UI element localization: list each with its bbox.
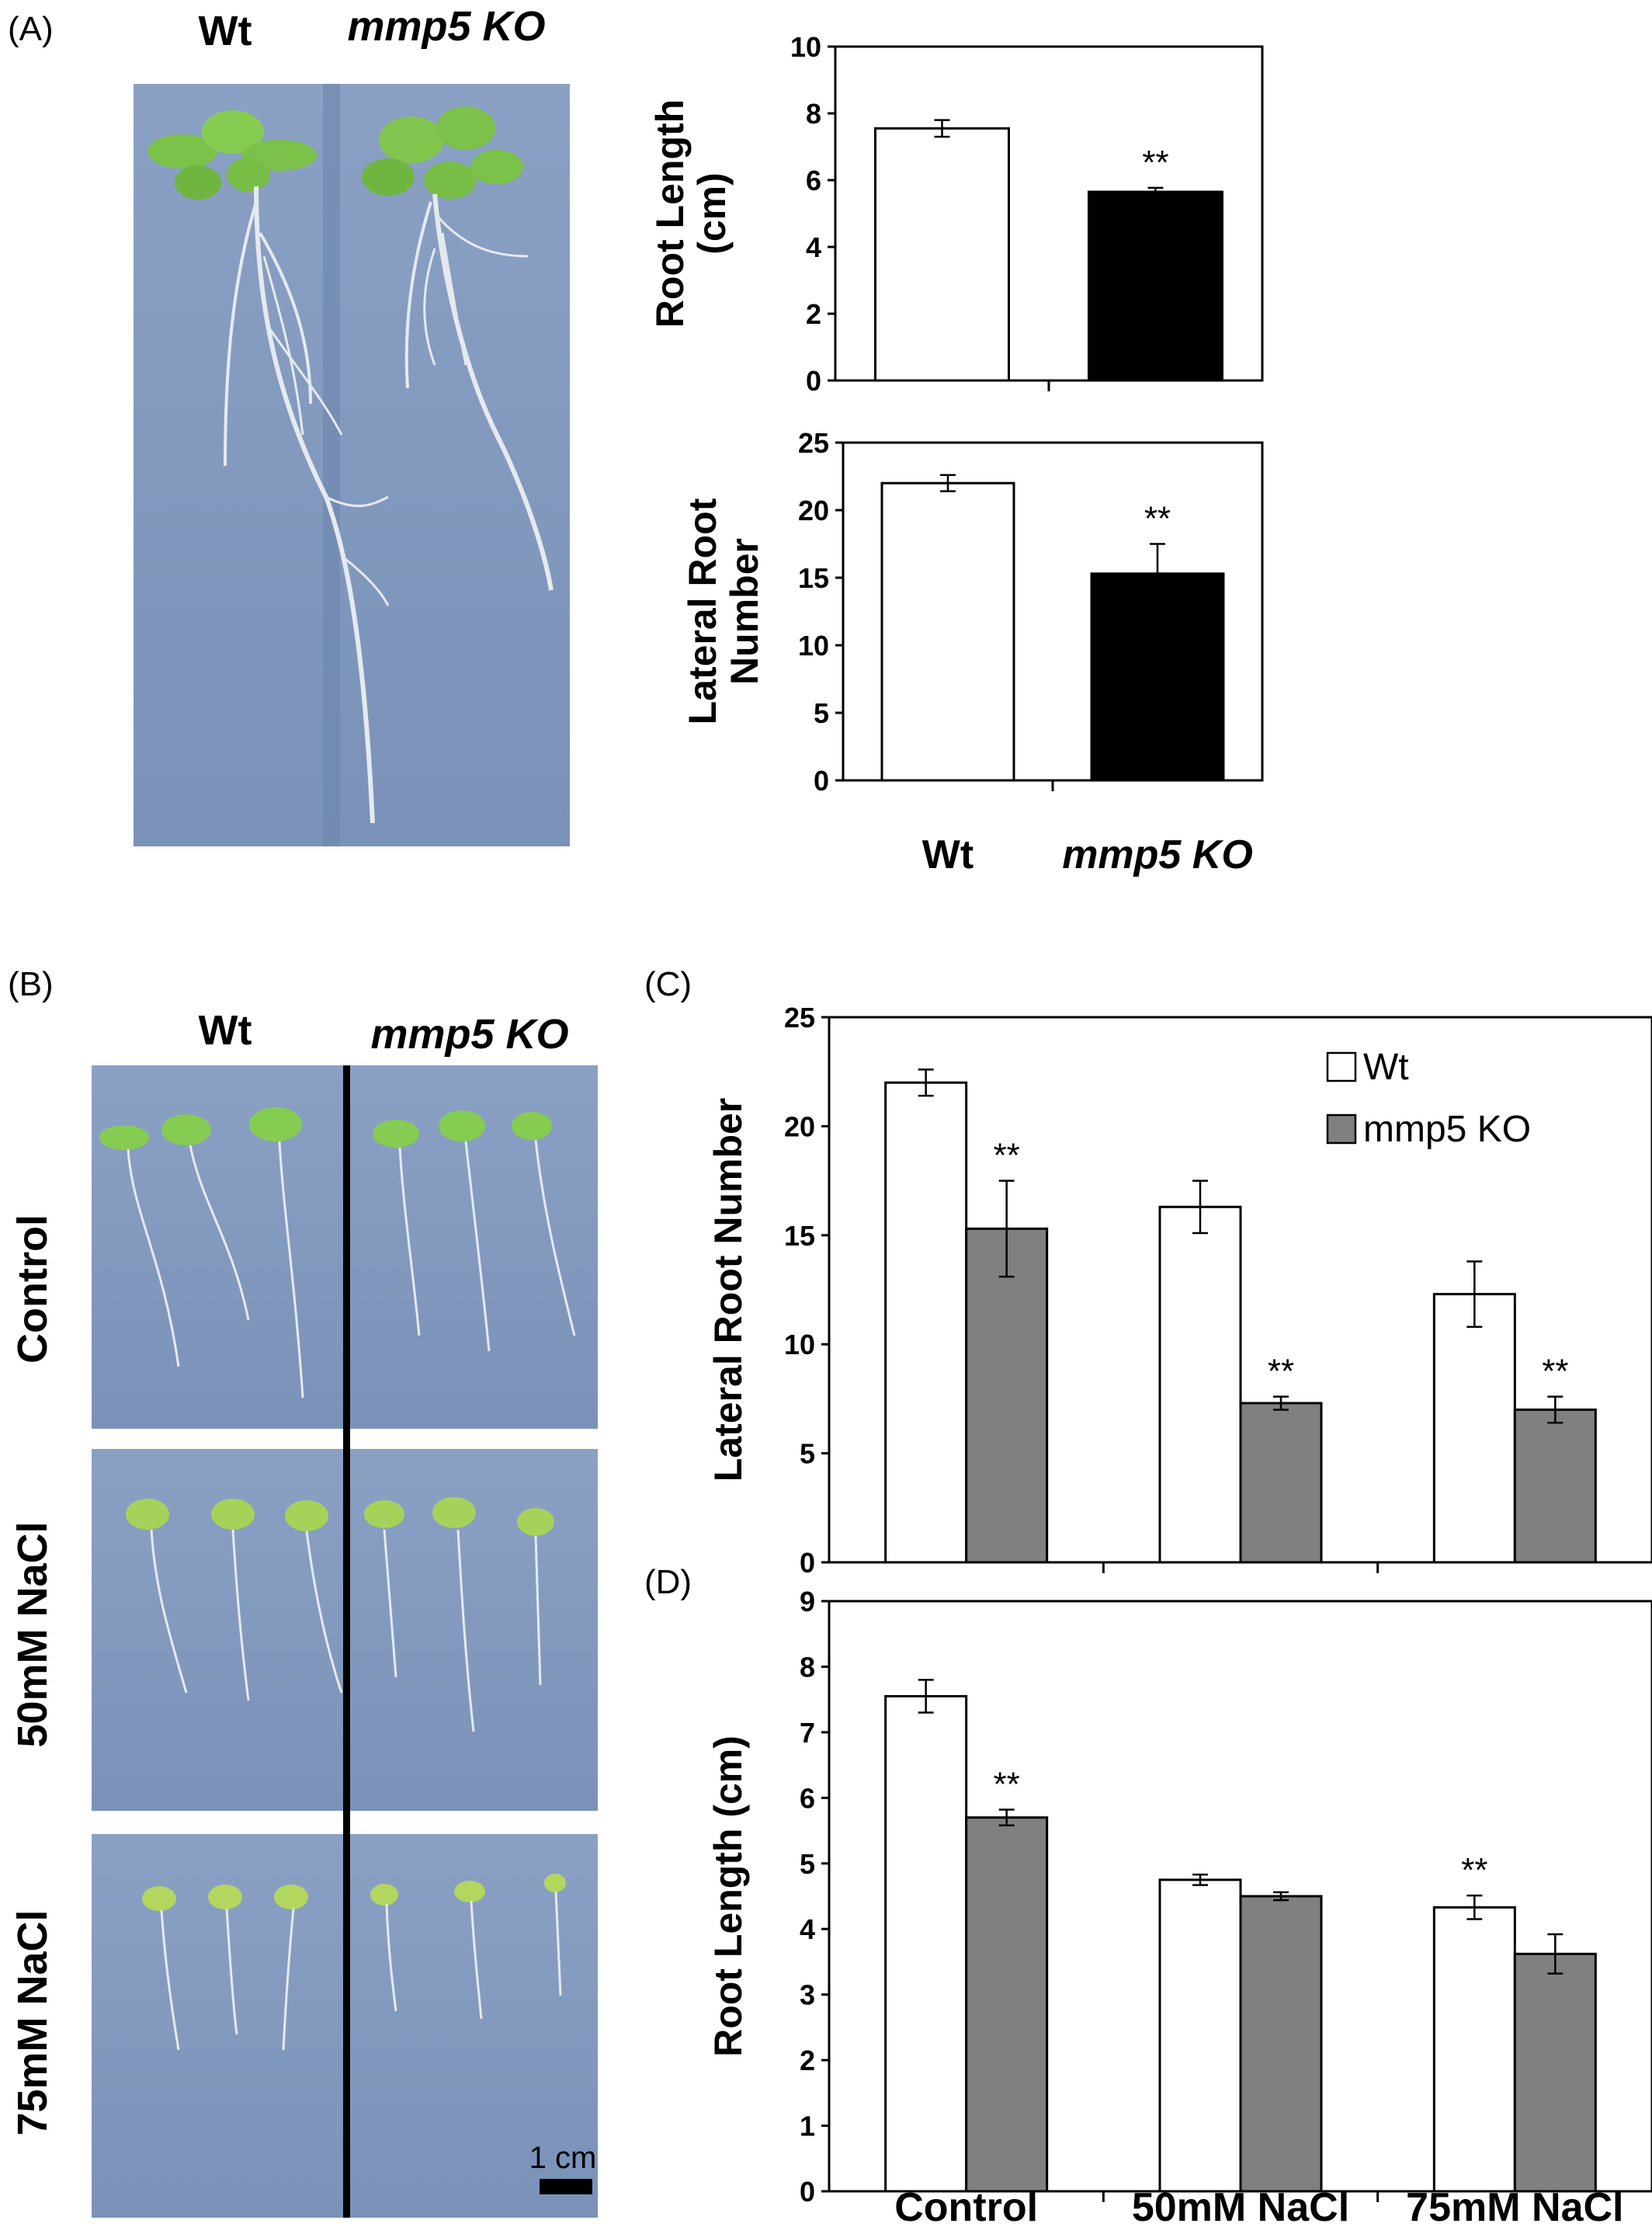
bar-value-0 xyxy=(880,481,1015,782)
bar-mmp5-ko-0 xyxy=(965,1227,1049,1564)
bar-mmp5-ko-1 xyxy=(1239,1895,1323,2193)
y-tick-label: 5 xyxy=(800,1848,815,1880)
y-tick-label: 0 xyxy=(800,1547,815,1579)
bar-value-1 xyxy=(1090,572,1225,782)
x-category-label: mmp5 KO xyxy=(1062,832,1253,877)
seedlings-75mm xyxy=(142,1874,566,2051)
y-tick-label: 5 xyxy=(800,1438,815,1470)
wt-seedling xyxy=(148,110,390,824)
legend-label: mmp5 KO xyxy=(1363,1109,1531,1150)
y-tick-label: 6 xyxy=(806,165,821,196)
x-category-label: 75mM NaCl xyxy=(1406,2185,1623,2227)
photo-b-ko-label: mmp5 KO xyxy=(370,1011,568,1058)
y-tick-label: 5 xyxy=(814,697,829,729)
chart-root-length-d: 0 1 2 3 4 5 6 7 8 9 Root Length (cm) ** Control 50mM … xyxy=(706,1586,1652,2227)
photo-a: Wt mmp5 KO xyxy=(134,3,570,846)
panel-label-c: (C) xyxy=(644,965,692,1003)
row-label-75mm: 75mM NaCl xyxy=(9,1909,56,2135)
y-axis-label: Lateral Root Number xyxy=(706,1098,750,1482)
bar-wt-1 xyxy=(1158,1205,1242,1564)
seedlings-control xyxy=(99,1107,576,1398)
panel-label-d: (D) xyxy=(644,1563,692,1601)
y-tick-label: 2 xyxy=(806,298,821,330)
y-tick-label: 15 xyxy=(784,1220,815,1252)
legend-swatch xyxy=(1326,1051,1357,1082)
y-axis-label: (cm) xyxy=(690,172,734,255)
significance-marker: ** xyxy=(994,1137,1020,1175)
ko-seedling xyxy=(362,106,554,591)
y-tick-label: 7 xyxy=(800,1717,815,1749)
significance-marker: ** xyxy=(1461,1851,1487,1889)
y-tick-label: 0 xyxy=(800,2176,815,2208)
legend-label: Wt xyxy=(1363,1047,1409,1088)
y-tick-label: 9 xyxy=(800,1586,815,1617)
bar-value-0 xyxy=(874,127,1010,382)
photo-a-ko-label: mmp5 KO xyxy=(347,3,545,50)
photo-b: Wt mmp5 KO xyxy=(9,1007,598,2218)
panel-label-a: (A) xyxy=(8,10,54,48)
y-tick-label: 8 xyxy=(800,1651,815,1683)
y-tick-label: 4 xyxy=(800,1913,815,1945)
y-tick-label: 15 xyxy=(798,562,829,594)
y-tick-label: 8 xyxy=(806,98,821,130)
panel-label-b: (B) xyxy=(8,965,54,1003)
bar-mmp5-ko-2 xyxy=(1513,1952,1597,2193)
row-label-control: Control xyxy=(9,1214,56,1364)
y-tick-label: 3 xyxy=(800,1979,815,2011)
bar-wt-2 xyxy=(1432,1293,1516,1564)
bar-value-1 xyxy=(1088,190,1223,382)
y-tick-label: 10 xyxy=(784,1329,815,1360)
legend-swatch xyxy=(1326,1114,1357,1145)
y-tick-label: 20 xyxy=(784,1110,815,1142)
bar-mmp5-ko-1 xyxy=(1239,1402,1323,1564)
y-axis-label: Number xyxy=(723,538,766,685)
significance-marker: ** xyxy=(1144,500,1171,538)
bar-wt-2 xyxy=(1432,1906,1516,2193)
photo-a-wt-label: Wt xyxy=(199,8,252,54)
bar-wt-0 xyxy=(884,1081,968,1564)
significance-marker: ** xyxy=(994,1766,1020,1804)
row-label-50mm: 50mM NaCl xyxy=(9,1521,56,1747)
photo-a-divider xyxy=(323,84,340,846)
x-category-label: 50mM NaCl xyxy=(1132,2185,1349,2227)
bar-mmp5-ko-0 xyxy=(965,1816,1049,2193)
scale-bar xyxy=(540,2179,592,2194)
y-tick-label: 1 xyxy=(800,2111,815,2142)
significance-marker: ** xyxy=(1542,1353,1568,1391)
x-category-label: Control xyxy=(894,2185,1038,2227)
chart-root-length-a: 0 2 4 6 8 10 Root Length(cm) ** xyxy=(648,31,1264,397)
significance-marker: ** xyxy=(1268,1353,1294,1391)
y-tick-label: 0 xyxy=(806,365,821,397)
chart-lateral-root-number-c: 0 5 10 15 20 25 Lateral Root Number ** ** ** Wt mmp… xyxy=(706,1002,1652,1579)
y-tick-label: 6 xyxy=(800,1782,815,1814)
y-axis-label: Lateral Root xyxy=(681,498,724,724)
photo-b-wt-label: Wt xyxy=(199,1007,252,1054)
y-tick-label: 25 xyxy=(784,1002,815,1034)
seedlings-50mm xyxy=(126,1497,554,1732)
y-tick-label: 0 xyxy=(814,765,829,797)
y-tick-label: 10 xyxy=(790,31,821,63)
significance-marker: ** xyxy=(1142,144,1168,182)
x-category-label: Wt xyxy=(922,832,974,877)
y-tick-label: 20 xyxy=(798,495,829,526)
y-tick-label: 2 xyxy=(800,2045,815,2076)
photo-b-divider xyxy=(343,1065,350,2218)
y-axis-label: Root Length xyxy=(648,99,692,328)
y-tick-label: 4 xyxy=(806,231,821,263)
scale-bar-label: 1 cm xyxy=(529,2141,597,2175)
y-tick-label: 10 xyxy=(798,630,829,662)
y-tick-label: 25 xyxy=(798,427,829,459)
y-axis-label: Root Length (cm) xyxy=(706,1735,750,2057)
photo-a-plate xyxy=(134,84,570,846)
bar-mmp5-ko-2 xyxy=(1513,1408,1597,1564)
bar-wt-1 xyxy=(1158,1878,1242,2193)
bar-wt-0 xyxy=(884,1694,968,2193)
